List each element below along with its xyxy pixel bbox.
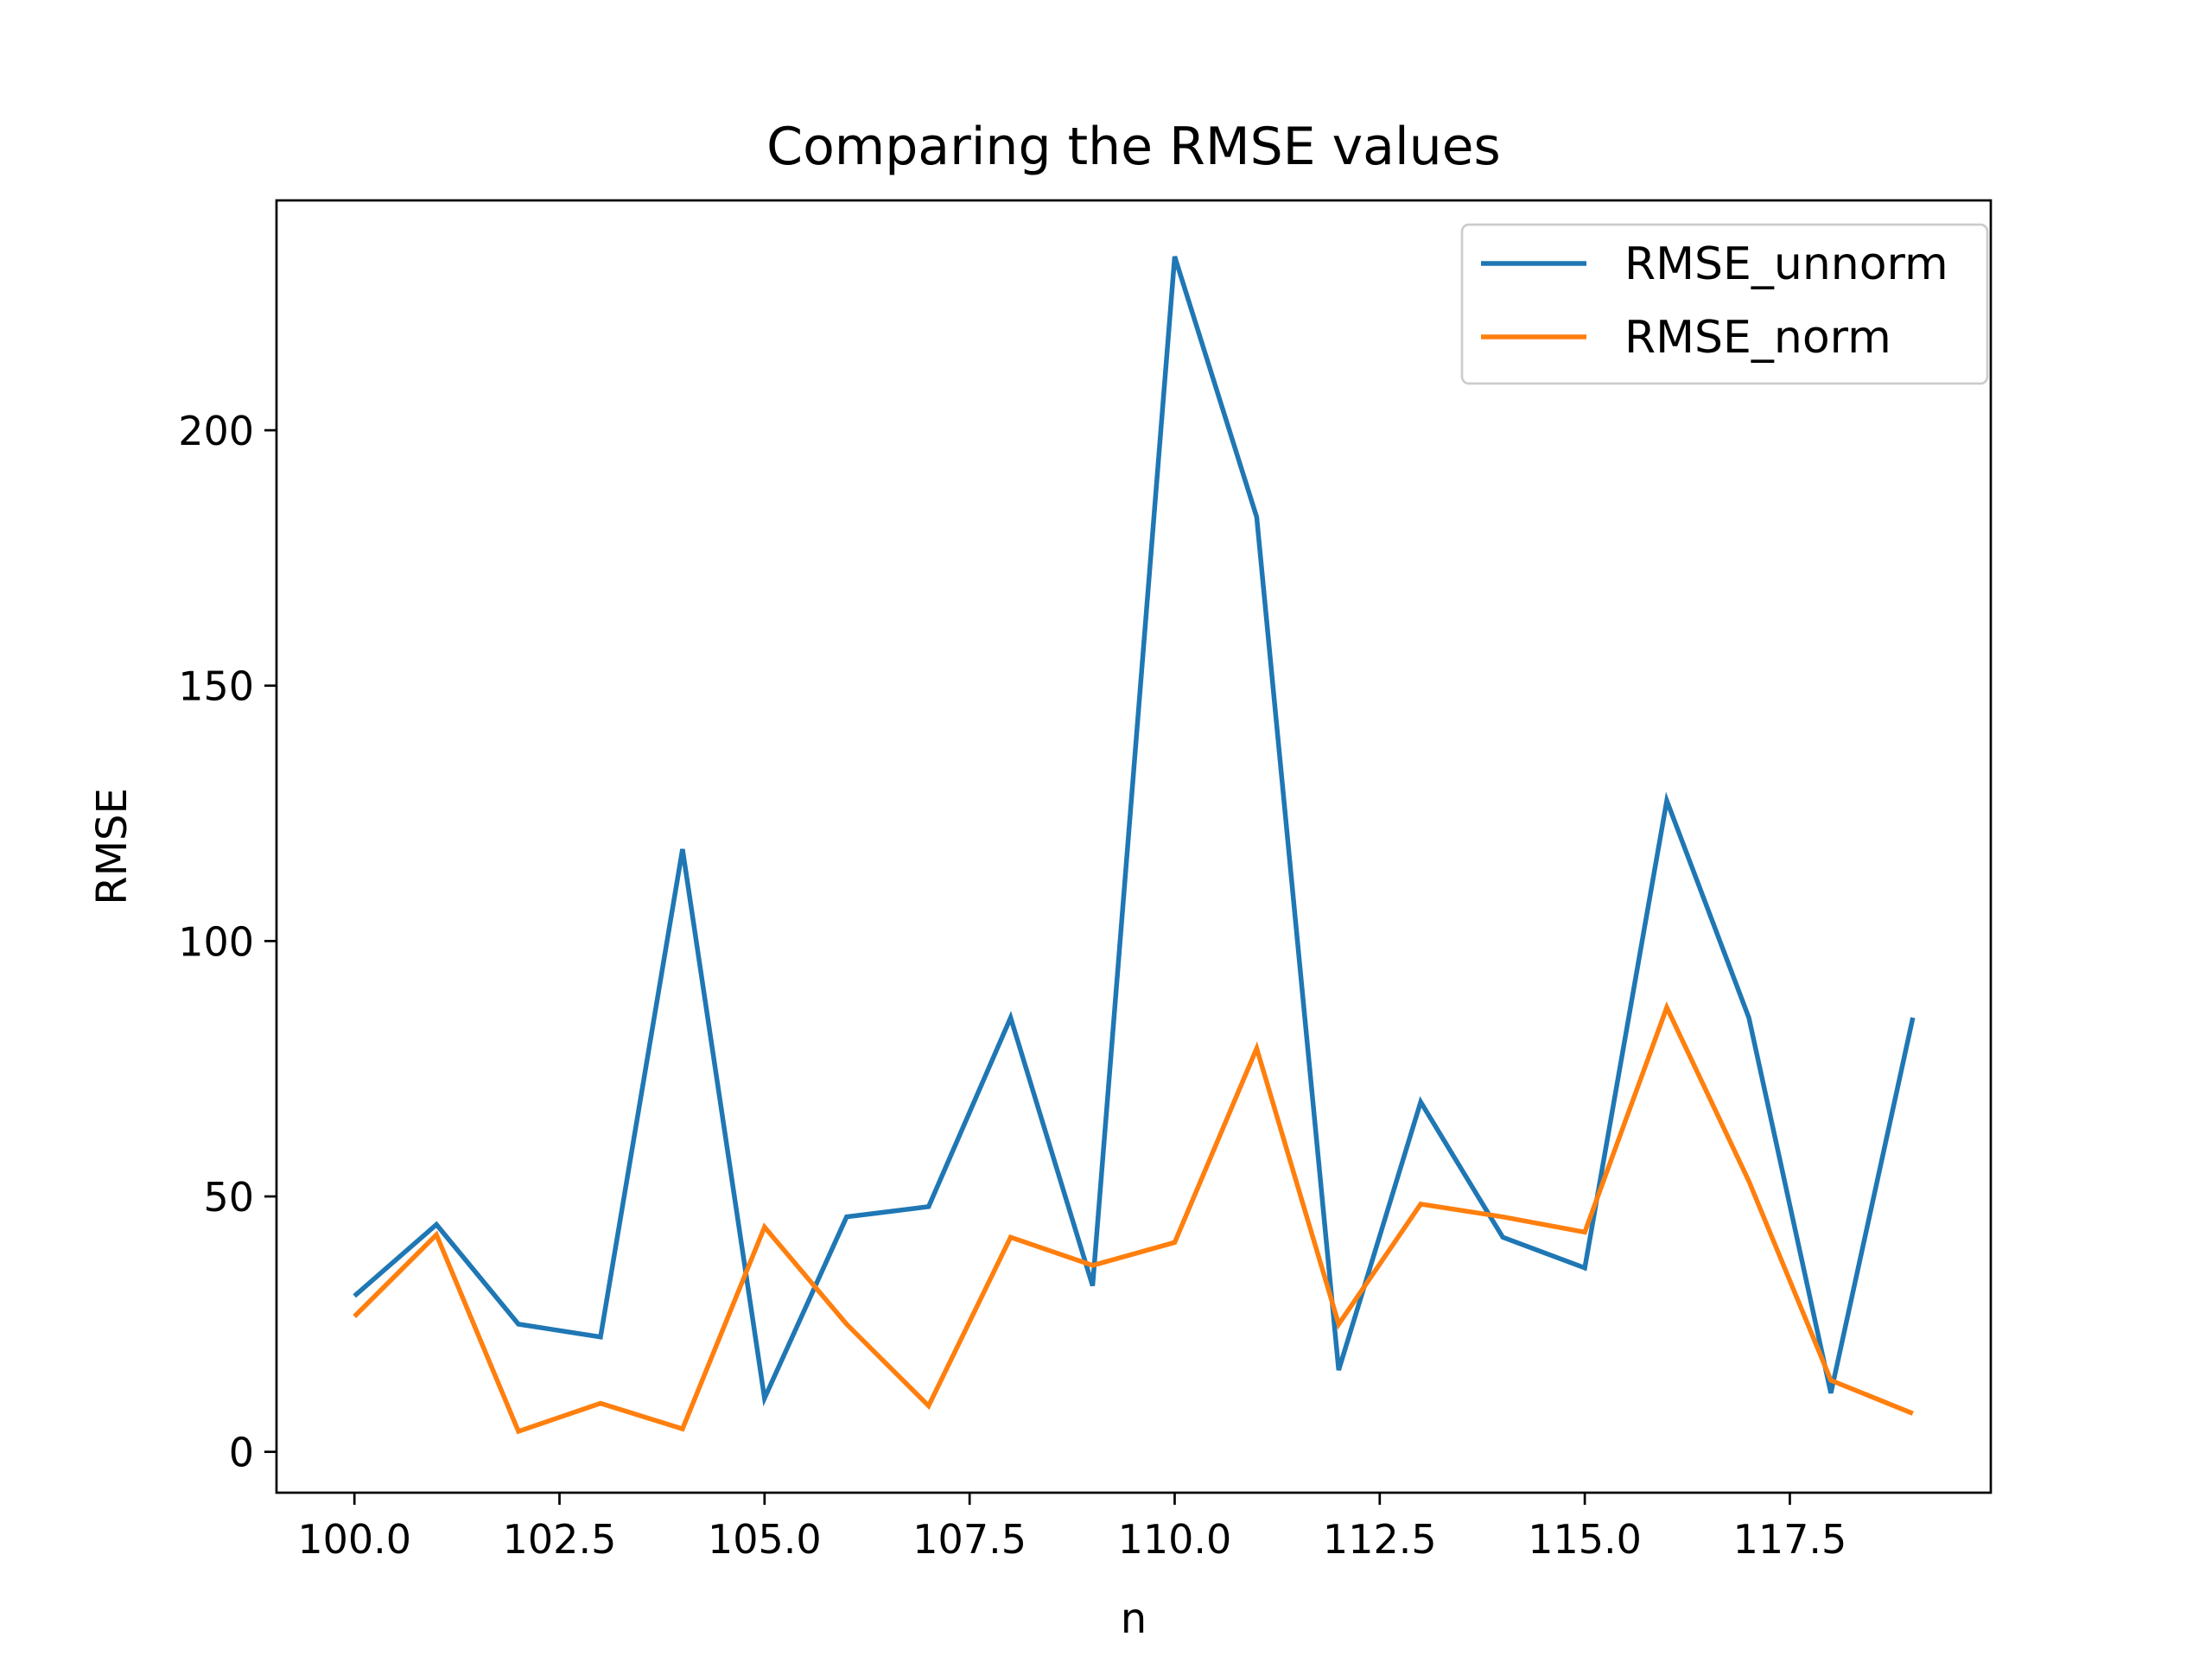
x-tick-label: 102.5 [503,1516,617,1563]
y-axis-label: RMSE [88,788,137,905]
series-line-rmse-unnorm [353,256,1916,1407]
plot-frame [275,199,1993,1494]
y-tick-label: 0 [229,1430,254,1476]
legend: RMSE_unnorm RMSE_norm [1460,223,1989,385]
x-axis-ticks: 100.0 102.5 105.0 107.5 110.0 112.5 115.0 117.5 [297,1493,1847,1563]
legend-box [1460,223,1989,385]
x-tick-label: 105.0 [708,1516,822,1563]
x-tick-label: 112.5 [1323,1516,1437,1563]
series-lines [353,256,1916,1435]
x-tick-label: 107.5 [912,1516,1027,1563]
y-tick-label: 200 [178,408,254,454]
legend-label-rmse-unnorm: RMSE_unnorm [1624,238,1948,290]
x-tick-label: 115.0 [1528,1516,1642,1563]
x-tick-label: 110.0 [1118,1516,1232,1563]
plot-area-background [276,200,1991,1493]
y-tick-label: 50 [203,1174,254,1221]
series-line-rmse-norm [353,1001,1914,1435]
x-axis-label: n [1121,1595,1147,1643]
chart-title: Comparing the RMSE values [766,117,1501,177]
x-tick-label: 117.5 [1733,1516,1847,1563]
y-axis-ticks: 0 50 100 150 200 [178,408,276,1476]
x-tick-label: 100.0 [297,1516,411,1563]
legend-label-rmse-norm: RMSE_norm [1624,312,1891,364]
y-tick-label: 150 [178,663,254,710]
y-tick-label: 100 [178,918,254,965]
